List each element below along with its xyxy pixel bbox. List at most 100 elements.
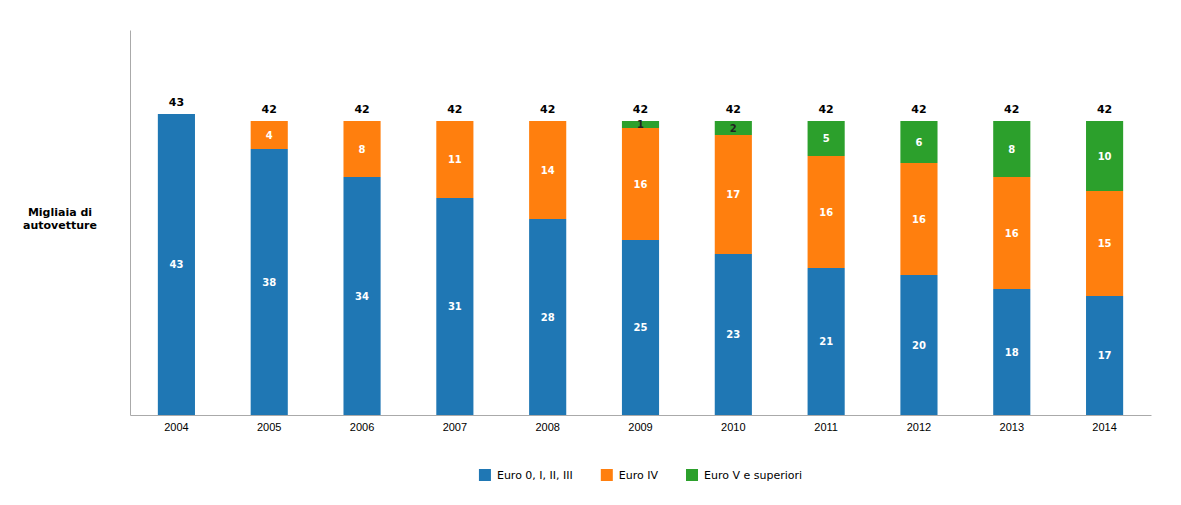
x-tick-label: 2004 <box>164 421 188 433</box>
total-label: 42 <box>262 103 277 116</box>
series-bars <box>251 121 1123 296</box>
bar-segment <box>622 240 659 415</box>
data-label: 15 <box>1098 238 1112 249</box>
bar-segment <box>622 128 659 240</box>
legend-label: Euro IV <box>619 469 659 482</box>
data-label: 23 <box>726 329 740 340</box>
data-label: 10 <box>1098 151 1112 162</box>
data-label: 2 <box>730 123 737 134</box>
bar-segment <box>343 121 380 122</box>
legend-swatch <box>479 469 491 481</box>
bar-segment <box>808 121 845 156</box>
legend-item: Euro V e superiori <box>686 469 802 482</box>
bar-segment <box>993 289 1030 415</box>
bar-segment <box>715 254 752 415</box>
legend-label: Euro 0, I, II, III <box>497 469 573 482</box>
bar-segment <box>343 121 380 177</box>
data-label: 11 <box>448 154 462 165</box>
data-label: 1 <box>637 119 644 130</box>
x-tick: 2008 <box>535 421 559 433</box>
total-label: 42 <box>726 103 741 116</box>
y-axis-line <box>130 31 131 416</box>
data-label: 31 <box>448 301 462 312</box>
x-tick: 2007 <box>443 421 467 433</box>
x-tick: 2013 <box>1000 421 1024 433</box>
bars <box>158 114 1123 415</box>
x-tick: 2010 <box>721 421 745 433</box>
x-tick-label: 2011 <box>814 421 838 433</box>
bar-segment <box>158 114 195 115</box>
data-label: 25 <box>634 322 648 333</box>
x-tick: 2006 <box>350 421 374 433</box>
y-axis-title-line: Migliaia di <box>28 206 92 219</box>
data-label: 43 <box>169 259 183 270</box>
x-tick-label: 2012 <box>907 421 931 433</box>
data-label: 34 <box>355 291 369 302</box>
x-tick: 2012 <box>907 421 931 433</box>
legend-item: Euro 0, I, II, III <box>479 469 573 482</box>
data-label: 28 <box>541 312 555 323</box>
data-label: 8 <box>359 144 366 155</box>
series-bars <box>622 121 1123 191</box>
data-label: 14 <box>541 165 555 176</box>
data-label: 6 <box>915 137 922 148</box>
total-label: 42 <box>818 103 833 116</box>
bar-segment <box>436 121 473 198</box>
bar-segment <box>1086 191 1123 296</box>
bar-segment <box>529 121 566 122</box>
data-label: 18 <box>1005 347 1019 358</box>
data-label: 8 <box>1008 144 1015 155</box>
total-label: 42 <box>1097 103 1112 116</box>
x-tick-label: 2009 <box>628 421 652 433</box>
legend-swatch <box>686 469 698 481</box>
x-tick: 2011 <box>814 421 838 433</box>
y-axis <box>130 31 131 416</box>
legend-item: Euro IV <box>601 469 659 482</box>
legend-label: Euro V e superiori <box>704 469 802 482</box>
bar-segment <box>529 219 566 415</box>
x-tick: 2005 <box>257 421 281 433</box>
bar-segment <box>251 121 288 122</box>
bar-segment <box>529 121 566 219</box>
total-label: 42 <box>354 103 369 116</box>
bar-segment <box>343 177 380 415</box>
x-tick-label: 2013 <box>1000 421 1024 433</box>
bar-segment <box>158 114 195 115</box>
bar-segment <box>251 121 288 149</box>
data-label: 38 <box>262 277 276 288</box>
bar-segment <box>1086 296 1123 415</box>
x-tick: 2009 <box>628 421 652 433</box>
total-label: 43 <box>169 96 184 109</box>
x-tick: 2014 <box>1092 421 1116 433</box>
data-label: 21 <box>819 336 833 347</box>
bar-segment <box>436 121 473 122</box>
x-tick-label: 2005 <box>257 421 281 433</box>
x-axis-line <box>131 415 1152 416</box>
bar-segment <box>900 121 937 163</box>
plot-area: 2004 2005 2006 2007 2008 2009 2010 2011 2012 2013… <box>131 31 1152 433</box>
bar-segment <box>158 114 195 415</box>
x-tick-label: 2006 <box>350 421 374 433</box>
total-label: 42 <box>540 103 555 116</box>
total-label: 42 <box>447 103 462 116</box>
series-bars <box>158 114 1123 415</box>
x-axis: 2004 2005 2006 2007 2008 2009 2010 2011 2012 2013… <box>131 416 1152 433</box>
data-label: 17 <box>726 189 740 200</box>
data-labels: 4338343128252321201817481114161716161615… <box>169 119 1111 361</box>
data-label: 4 <box>266 130 273 141</box>
total-label: 42 <box>633 103 648 116</box>
x-tick-label: 2007 <box>443 421 467 433</box>
data-label: 5 <box>823 133 830 144</box>
x-tick: 2004 <box>164 421 188 433</box>
total-label: 42 <box>1004 103 1019 116</box>
data-label: 17 <box>1098 350 1112 361</box>
x-tick-label: 2010 <box>721 421 745 433</box>
x-tick-label: 2008 <box>535 421 559 433</box>
bar-segment <box>808 268 845 415</box>
chart-svg: 2004 2005 2006 2007 2008 2009 2010 2011 2012 2013… <box>0 0 1181 505</box>
data-label: 16 <box>1005 228 1019 239</box>
legend: Euro 0, I, II, III Euro IV Euro V e superi… <box>479 469 802 482</box>
bar-segment <box>436 198 473 415</box>
bar-segment <box>900 163 937 275</box>
x-tick-label: 2014 <box>1092 421 1116 433</box>
